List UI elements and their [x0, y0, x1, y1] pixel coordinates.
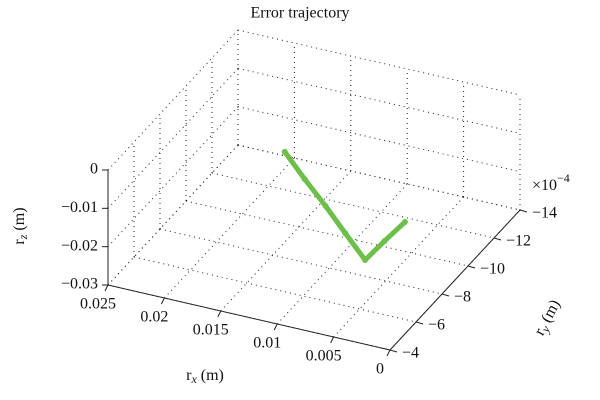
grid-line — [220, 170, 352, 312]
grid-line — [211, 172, 495, 239]
tick-mark — [519, 209, 528, 213]
trajectory-point — [401, 219, 408, 226]
tick-mark — [330, 336, 335, 344]
grid-line — [237, 144, 521, 211]
axis-line — [107, 284, 391, 351]
trajectory-point — [362, 257, 369, 264]
label-sub: z — [16, 234, 30, 240]
trajectory — [282, 150, 407, 263]
grid-line — [164, 157, 295, 299]
grid-line — [107, 144, 239, 286]
multiplier-exp: −4 — [557, 171, 570, 185]
tick-mark — [217, 310, 222, 318]
grid-line — [107, 29, 239, 171]
label-rest: (m) — [536, 297, 564, 329]
x-tick-label: 0.02 — [140, 309, 168, 326]
y-tick-label: −12 — [506, 233, 531, 250]
axis-line — [389, 209, 521, 351]
tick-mark — [104, 284, 109, 292]
x-tick-label: 0 — [376, 361, 384, 378]
y-tick-label: −14 — [532, 205, 557, 222]
axis-label: ry (m) — [531, 297, 566, 339]
axis-label: rx (m) — [186, 367, 224, 386]
trajectory-point — [281, 148, 288, 155]
x-tick-label: 0.015 — [193, 322, 229, 339]
tick-mark — [441, 293, 450, 297]
z-tick-label: −0.02 — [61, 237, 98, 254]
x-tick-label: 0.005 — [306, 348, 342, 365]
trajectory-point — [381, 238, 388, 245]
grid-line — [276, 183, 408, 325]
grid-line — [159, 228, 443, 295]
tick-mark — [415, 321, 424, 325]
x-tick-label: 0.01 — [253, 335, 281, 352]
y-tick-label: −6 — [428, 317, 445, 334]
y-multiplier: ×10−4 — [532, 171, 570, 194]
axis-label: rz (m) — [11, 207, 30, 244]
tick-mark — [493, 237, 502, 241]
grid-line — [107, 106, 239, 248]
grid-line — [107, 67, 239, 209]
tick-mark — [160, 297, 165, 305]
trajectory-point — [342, 230, 349, 237]
multiplier-base: ×10 — [532, 177, 557, 194]
trajectory-point — [322, 203, 329, 210]
grid-line — [237, 106, 521, 173]
tick-mark — [467, 265, 476, 269]
chart-title: Error trajectory — [250, 5, 349, 22]
trajectory-point — [301, 176, 308, 183]
z-tick-label: −0.03 — [61, 276, 98, 293]
z-tick-label: 0 — [90, 161, 98, 178]
label-base: r — [186, 367, 192, 384]
tick-mark — [389, 349, 398, 353]
label-sub: x — [190, 372, 197, 386]
grid-line — [333, 196, 464, 338]
y-tick-label: −4 — [402, 345, 419, 362]
label-rest: (m) — [11, 207, 28, 234]
grid-line — [133, 256, 417, 323]
y-tick-label: −10 — [480, 261, 505, 278]
y-tick-label: −8 — [454, 289, 471, 306]
label-base: r — [11, 239, 28, 245]
tick-mark — [386, 349, 391, 357]
grid-line — [237, 29, 521, 96]
grid-line — [237, 67, 521, 134]
x-tick-label: 0.025 — [80, 296, 116, 313]
label-rest: (m) — [197, 367, 224, 384]
z-tick-label: −0.01 — [61, 199, 98, 216]
tick-mark — [273, 323, 278, 331]
